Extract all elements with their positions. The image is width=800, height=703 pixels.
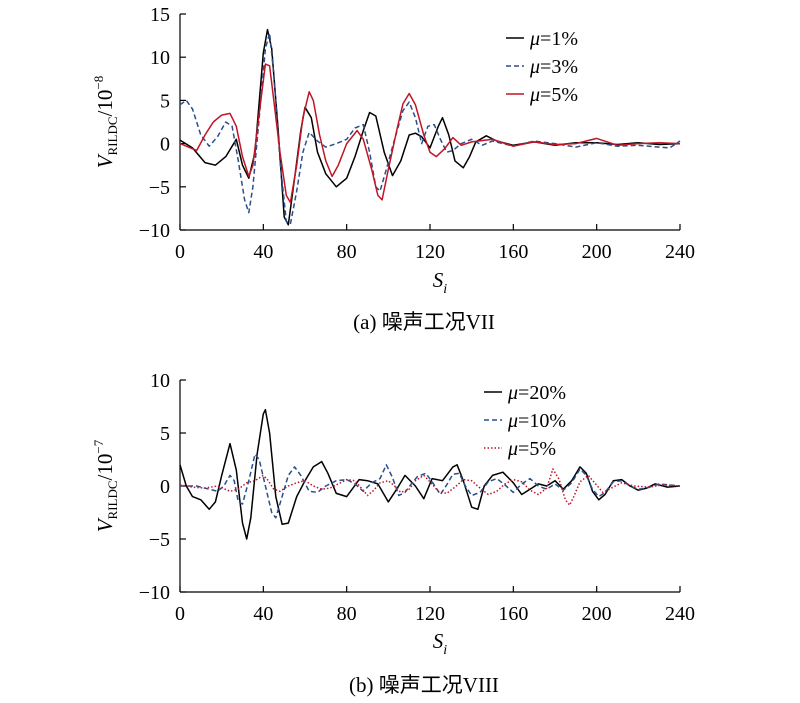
chart-b-y-label-var: V [93, 517, 117, 532]
chart-a-legend-label-0: =1% [540, 28, 578, 50]
chart-a-y-label-exp: −8 [91, 76, 106, 90]
chart-b: 0 40 80 120 160 200 240 −10 −5 0 5 10 VRILDC/10−7 Si (… [91, 370, 695, 697]
chart-b-legend: μ=20%μ=10%μ=5% [484, 382, 566, 460]
chart-b-x-tick-label-4: 160 [498, 603, 528, 625]
chart-b-x-tick-label-0: 0 [175, 603, 185, 625]
chart-b-legend-label-2: =5% [518, 438, 556, 460]
chart-b-y-label-unit: /10 [93, 454, 117, 481]
chart-a-y-tick-label-0: −10 [139, 220, 170, 242]
chart-a-legend-mu-0: μ [529, 28, 540, 50]
chart-b-legend-entry-0: μ=20% [507, 382, 566, 404]
chart-a-legend: μ=1%μ=3%μ=5% [506, 28, 578, 106]
chart-b-x-label: Si [433, 629, 448, 658]
chart-b-legend-mu-2: μ [507, 438, 518, 460]
chart-a-y-tick-label-1: −5 [149, 177, 170, 199]
chart-a-y-label-var: V [93, 153, 117, 168]
chart-b-y-tick-label-3: 5 [160, 423, 170, 445]
chart-b-legend-mu-1: μ [507, 410, 518, 432]
chart-a-legend-label-2: =5% [540, 84, 578, 106]
chart-b-y-tick-label-0: −10 [139, 582, 170, 604]
chart-a-series-line-0 [179, 28, 681, 226]
chart-a-x-tick-label-2: 80 [337, 241, 357, 263]
chart-a-y-tick-label-3: 5 [160, 90, 170, 112]
chart-b-legend-label-1: =10% [518, 410, 566, 432]
chart-a-y-tick-label-5: 15 [150, 4, 170, 26]
chart-b-y-tick-label-2: 0 [160, 476, 170, 498]
chart-a-x-label-sub: i [443, 282, 447, 297]
chart-a-caption: (a) 噪声工况VII [353, 310, 495, 334]
chart-a-legend-mu-2: μ [529, 84, 540, 106]
chart-b-y-label: VRILDC/10−7 [91, 439, 120, 532]
chart-a-x-tick-label-4: 160 [498, 241, 528, 263]
chart-a-x-tick-label-1: 40 [253, 241, 273, 263]
chart-b-x-tick-label-5: 200 [582, 603, 612, 625]
chart-a-y-tick-label-4: 10 [150, 47, 170, 69]
chart-a-legend-entry-0: μ=1% [529, 28, 578, 50]
chart-a-series-line-1 [179, 32, 681, 225]
chart-b-x-label-sub: i [443, 643, 447, 658]
chart-b-series-line-1 [180, 453, 681, 519]
chart-b-legend-label-0: =20% [518, 382, 566, 404]
chart-a-x-tick-label-0: 0 [175, 241, 185, 263]
chart-a-legend-mu-1: μ [529, 56, 540, 78]
chart-b-caption: (b) 噪声工况VIII [349, 673, 499, 697]
chart-b-series-line-0 [179, 408, 681, 540]
chart-a-x-label: Si [433, 268, 448, 297]
chart-a: 0 40 80 120 160 200 240 −10 −5 0 5 10 15 VRILDC/10−8 S… [91, 4, 695, 334]
chart-a-x-label-var: S [433, 268, 444, 292]
chart-b-y-label-exp: −7 [91, 439, 106, 453]
chart-a-y-label-sub: RILDC [105, 116, 120, 155]
chart-b-legend-mu-0: μ [507, 382, 518, 404]
chart-b-y-tick-label-1: −5 [149, 529, 170, 551]
chart-b-series-line-2 [179, 468, 681, 506]
chart-a-legend-entry-2: μ=5% [529, 84, 578, 106]
chart-b-legend-entry-1: μ=10% [507, 410, 566, 432]
chart-a-x-tick-label-6: 240 [665, 241, 695, 263]
chart-a-legend-label-1: =3% [540, 56, 578, 78]
chart-b-legend-entry-2: μ=5% [507, 438, 556, 460]
chart-b-x-tick-label-6: 240 [665, 603, 695, 625]
chart-a-y-tick-label-2: 0 [160, 134, 170, 156]
chart-a-x-tick-label-5: 200 [582, 241, 612, 263]
chart-b-y-label-sub: RILDC [105, 480, 120, 519]
chart-b-y-tick-label-4: 10 [150, 370, 170, 392]
chart-b-x-tick-label-2: 80 [337, 603, 357, 625]
chart-a-y-label-unit: /10 [93, 90, 117, 117]
chart-b-x-tick-label-3: 120 [415, 603, 445, 625]
chart-b-x-tick-label-1: 40 [253, 603, 273, 625]
chart-b-x-label-var: S [433, 629, 444, 653]
chart-a-y-label: VRILDC/10−8 [91, 76, 120, 169]
chart-a-x-tick-label-3: 120 [415, 241, 445, 263]
chart-a-legend-entry-1: μ=3% [529, 56, 578, 78]
chart-a-series-line-2 [179, 63, 681, 204]
